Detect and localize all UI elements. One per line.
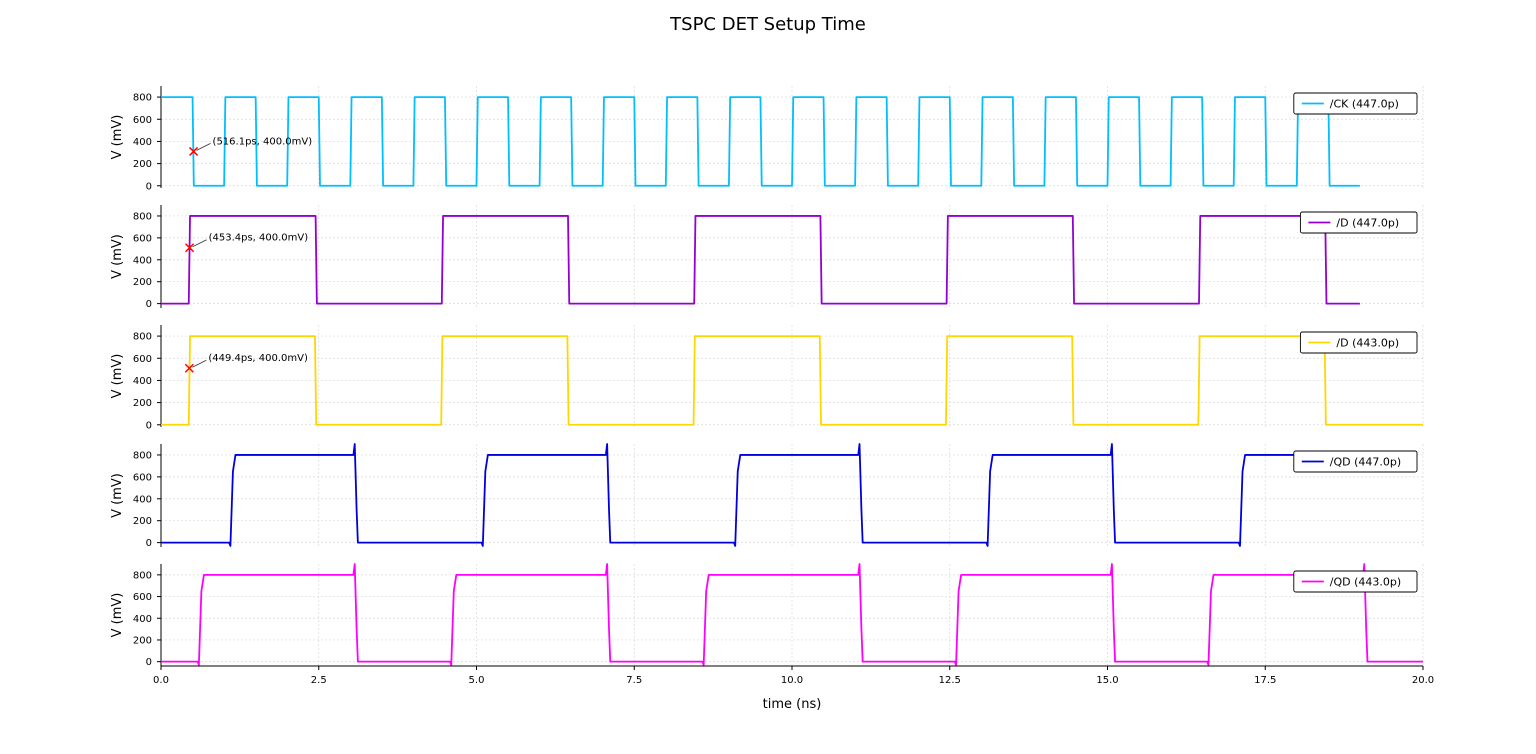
series-line bbox=[161, 96, 1360, 187]
panel-5: 0 200 400 600 800 V (mV) /QD (443.0p) 0.0 2.5 5.0… bbox=[110, 563, 1434, 686]
x-tick-label: 2.5 bbox=[311, 675, 327, 686]
annotation-marker bbox=[185, 243, 195, 253]
y-tick-label: 600 bbox=[133, 115, 152, 126]
y-axis-label: V (mV) bbox=[110, 473, 125, 518]
y-tick-label: 200 bbox=[133, 277, 152, 288]
legend-box bbox=[1293, 450, 1418, 473]
x-tick-label: 10.0 bbox=[781, 675, 803, 686]
series-line bbox=[161, 443, 1329, 547]
y-tick-label: 0 bbox=[146, 181, 152, 192]
annotation-marker bbox=[189, 146, 199, 156]
legend-box bbox=[1299, 211, 1418, 234]
y-tick-label: 800 bbox=[133, 211, 152, 222]
y-tick-label: 400 bbox=[133, 137, 152, 148]
y-tick-label: 200 bbox=[133, 635, 152, 646]
y-axis-label: V (mV) bbox=[110, 234, 125, 279]
y-tick-label: 400 bbox=[133, 494, 152, 505]
legend-box bbox=[1293, 570, 1418, 593]
legend-box bbox=[1293, 92, 1418, 115]
y-tick-label: 0 bbox=[146, 657, 152, 668]
x-tick-label: 0.0 bbox=[153, 675, 169, 686]
y-tick-label: 200 bbox=[133, 159, 152, 170]
series-line bbox=[161, 335, 1423, 426]
annotation-label: (453.4ps, 400.0mV) bbox=[209, 233, 309, 244]
x-axis-label: time (ns) bbox=[763, 697, 822, 712]
panel-2: 0 200 400 600 800 V (mV) /D (447.0p) (453.4ps, … bbox=[110, 205, 1424, 310]
x-tick-label: 17.5 bbox=[1254, 675, 1276, 686]
y-axis-label: V (mV) bbox=[110, 593, 125, 638]
y-tick-label: 800 bbox=[133, 450, 152, 461]
y-tick-label: 400 bbox=[133, 614, 152, 625]
y-tick-label: 400 bbox=[133, 376, 152, 387]
y-tick-label: 600 bbox=[133, 472, 152, 483]
x-tick-label: 15.0 bbox=[1096, 675, 1118, 686]
y-tick-label: 800 bbox=[133, 332, 152, 343]
annotation-arrow bbox=[196, 143, 211, 151]
series-line bbox=[161, 215, 1360, 305]
legend-label: /D (447.0p) bbox=[1336, 217, 1399, 230]
chart-title: TSPC DET Setup Time bbox=[669, 14, 866, 35]
y-tick-label: 0 bbox=[146, 420, 152, 431]
y-tick-label: 800 bbox=[133, 570, 152, 581]
annotation-marker bbox=[184, 363, 194, 373]
annotation-label: (449.4ps, 400.0mV) bbox=[208, 353, 308, 364]
waveform-panels: 0 200 400 600 800 V (mV) /CK (447.0p) (516.1ps,… bbox=[110, 86, 1434, 686]
x-tick-label: 12.5 bbox=[939, 675, 961, 686]
x-tick-label: 7.5 bbox=[626, 675, 642, 686]
panel-1: 0 200 400 600 800 V (mV) /CK (447.0p) (516.1ps,… bbox=[110, 86, 1424, 192]
legend-label: /QD (443.0p) bbox=[1330, 576, 1401, 589]
x-tick-label: 20.0 bbox=[1412, 675, 1434, 686]
y-tick-label: 0 bbox=[146, 538, 152, 549]
legend-box bbox=[1299, 331, 1418, 354]
y-tick-label: 200 bbox=[133, 516, 152, 527]
y-tick-label: 200 bbox=[133, 398, 152, 409]
y-tick-label: 600 bbox=[133, 592, 152, 603]
annotation-arrow bbox=[192, 239, 207, 248]
y-axis-label: V (mV) bbox=[110, 354, 125, 399]
legend-label: /CK (447.0p) bbox=[1330, 98, 1399, 111]
annotation-arrow bbox=[192, 359, 207, 368]
legend-label: /D (443.0p) bbox=[1336, 337, 1399, 350]
y-axis-label: V (mV) bbox=[110, 115, 125, 160]
x-tick-label: 5.0 bbox=[469, 675, 485, 686]
y-tick-label: 600 bbox=[133, 233, 152, 244]
legend-label: /QD (447.0p) bbox=[1330, 456, 1401, 469]
panel-4: 0 200 400 600 800 V (mV) /QD (447.0p) bbox=[110, 443, 1424, 549]
panel-3: 0 200 400 600 800 V (mV) /D (443.0p) (449.4ps, … bbox=[110, 325, 1424, 431]
y-tick-label: 600 bbox=[133, 354, 152, 365]
y-tick-label: 800 bbox=[133, 93, 152, 104]
series-line bbox=[161, 563, 1423, 666]
annotation-label: (516.1ps, 400.0mV) bbox=[213, 136, 313, 147]
y-tick-label: 400 bbox=[133, 255, 152, 266]
y-tick-label: 0 bbox=[146, 299, 152, 310]
